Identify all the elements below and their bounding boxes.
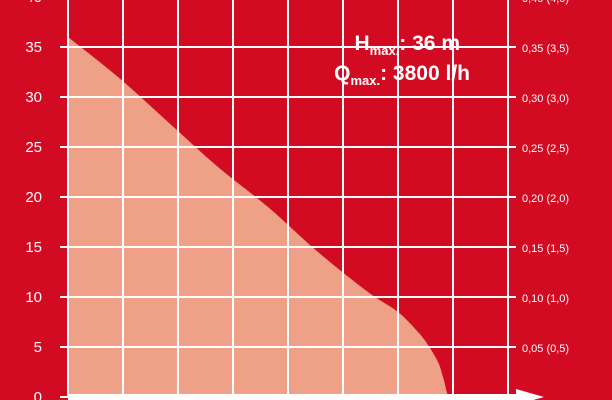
- tick-labels: 0 5 10 15 20 25 30 35 40 0,05 (0,5) 0,10 (1,0) 0,15…: [25, 0, 569, 400]
- hmax-annotation: Hmax.: 36 m: [354, 32, 460, 58]
- qmax-annotation: Qmax.: 3800 l/h: [334, 62, 470, 88]
- performance-curve-area: [68, 37, 448, 397]
- y2-tick-label: 0,30 (3,0): [522, 93, 569, 105]
- y2-tick-label: 0,15 (1,5): [522, 243, 569, 255]
- x-axis-arrow: [68, 389, 544, 400]
- qmax-symbol: Q: [334, 62, 350, 85]
- svg-text:Qmax.: 3800 l/h: Qmax.: 3800 l/h: [334, 62, 470, 88]
- qmax-subscript: max.: [350, 73, 380, 88]
- hmax-value: : 36 m: [399, 32, 460, 55]
- y-tick-label: 35: [25, 39, 42, 56]
- y-tick-label: 5: [34, 339, 42, 356]
- y2-tick-label: 0,35 (3,5): [522, 43, 569, 55]
- y-tick-label: 15: [25, 239, 42, 256]
- y-tick-label: 40: [25, 0, 42, 6]
- y-tick-label: 25: [25, 139, 42, 156]
- y-tick-label: 20: [25, 189, 42, 206]
- y2-tick-label: 0,05 (0,5): [522, 343, 569, 355]
- y2-tick-label: 0,10 (1,0): [522, 293, 569, 305]
- svg-text:Hmax.: 36 m: Hmax.: 36 m: [354, 32, 460, 58]
- y-tick-label: 10: [25, 289, 42, 306]
- y-tick-label: 0: [34, 389, 42, 400]
- y-tick-label: 30: [25, 89, 42, 106]
- y2-tick-label: 0,20 (2,0): [522, 193, 569, 205]
- qmax-value: : 3800 l/h: [380, 62, 470, 85]
- y2-tick-label: 0,40 (4,0): [522, 0, 569, 5]
- hmax-symbol: H: [354, 32, 369, 55]
- hmax-subscript: max.: [370, 43, 400, 58]
- y2-tick-label: 0,25 (2,5): [522, 143, 569, 155]
